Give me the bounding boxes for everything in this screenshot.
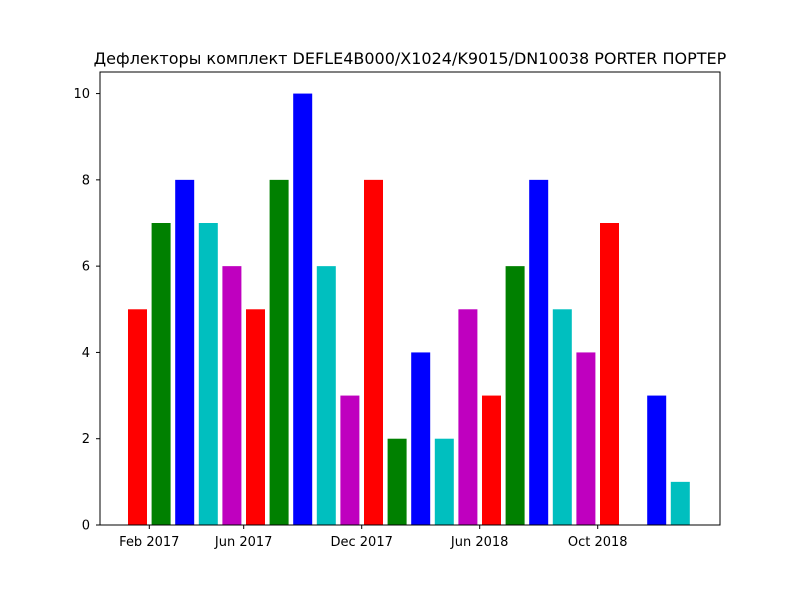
x-tick-label-1: Jun 2017 <box>214 535 273 550</box>
bar-10 <box>364 179 383 526</box>
bar-16 <box>505 266 525 525</box>
bar-3 <box>198 223 218 525</box>
bars-layer <box>128 93 690 526</box>
y-tick-label-2: 2 <box>82 432 90 447</box>
bar-8 <box>316 266 336 525</box>
bar-20 <box>600 223 619 525</box>
y-tick-label-6: 6 <box>82 260 90 275</box>
y-tick-label-8: 8 <box>82 173 90 188</box>
bar-22 <box>647 395 667 525</box>
bar-12 <box>411 352 431 525</box>
x-tick-label-2: Dec 2017 <box>331 535 393 550</box>
bar-15 <box>482 395 501 525</box>
bar-9 <box>340 395 360 525</box>
y-tick-label-10: 10 <box>73 87 90 102</box>
bar-19 <box>576 352 596 525</box>
bar-2 <box>175 179 195 526</box>
y-axis: 0 2 4 6 8 10 <box>73 87 100 534</box>
bar-17 <box>529 179 549 526</box>
bar-23 <box>670 481 690 525</box>
bar-7 <box>293 93 313 525</box>
bar-1 <box>151 223 171 525</box>
x-tick-label-4: Oct 2018 <box>568 535 628 550</box>
bar-6 <box>269 179 289 526</box>
x-axis: Feb 2017 Jun 2017 Dec 2017 Jun 2018 Oct 2018 <box>119 525 628 550</box>
bar-14 <box>458 309 478 525</box>
x-tick-label-0: Feb 2017 <box>119 535 179 550</box>
bar-0 <box>128 309 147 525</box>
bar-11 <box>387 438 407 525</box>
y-tick-label-0: 0 <box>82 519 90 534</box>
bar-4 <box>222 266 242 525</box>
bar-18 <box>552 309 572 525</box>
y-tick-label-4: 4 <box>82 346 90 361</box>
bar-13 <box>434 438 454 525</box>
bar-5 <box>246 309 265 525</box>
x-tick-label-3: Jun 2018 <box>450 535 509 550</box>
plot-frame <box>99 71 721 526</box>
chart-title: Дефлекторы комплект DEFLE4B000/X1024/K90… <box>94 49 727 68</box>
